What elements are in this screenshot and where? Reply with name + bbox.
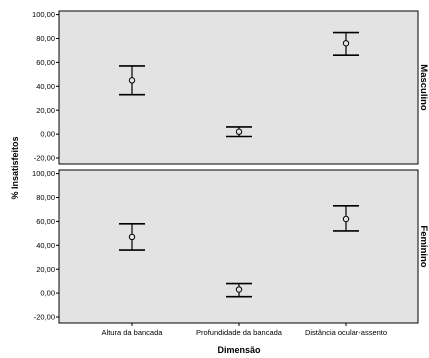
y-tick-label: 100,00 (32, 169, 55, 178)
y-tick-label: -20,00 (34, 154, 55, 163)
y-tick-label: 100,00 (32, 10, 55, 19)
error-bar-0 (119, 222, 145, 251)
y-tick-label: 60,00 (36, 58, 55, 67)
panel-0: Masculino -20,00 0,00 20,00 40,00 60,00 80,00 1… (32, 10, 429, 165)
y-tick-label: 40,00 (36, 82, 55, 91)
x-category-label: Distância ocular-assento (305, 328, 387, 337)
y-tick-label: 0,00 (40, 289, 55, 298)
y-tick-label: 0,00 (40, 130, 55, 139)
mean-point (128, 77, 136, 84)
panel-background (58, 169, 419, 324)
chart-panels: Masculino -20,00 0,00 20,00 40,00 60,00 80,00 1… (32, 10, 429, 324)
y-axis-title: % Insatisfeitos (10, 136, 20, 199)
y-tick-label: 80,00 (36, 34, 55, 43)
mean-point (235, 128, 243, 135)
x-axis-title: Dimensão (217, 345, 261, 355)
x-category-label: Profundidade da bancada (196, 328, 283, 337)
facet-label: Masculino (418, 64, 429, 111)
y-tick-label: 40,00 (36, 241, 55, 250)
y-tick-label: 20,00 (36, 106, 55, 115)
y-tick-label: 60,00 (36, 217, 55, 226)
error-bar-2 (333, 205, 359, 232)
mean-point (235, 286, 243, 293)
mean-point (342, 215, 350, 223)
y-tick-label: 80,00 (36, 193, 55, 202)
y-tick-label: -20,00 (34, 313, 55, 322)
error-bar-1 (226, 126, 252, 138)
panel-1: Feminino -20,00 0,00 20,00 40,00 60,00 80,00 10… (32, 169, 429, 324)
y-tick-label: 20,00 (36, 265, 55, 274)
error-bar-1 (226, 282, 252, 298)
mean-point (128, 233, 136, 241)
facet-label: Feminino (418, 225, 429, 267)
x-category-labels: Altura da bancada Profundidade da bancada… (102, 323, 387, 337)
error-bar-0 (119, 65, 145, 96)
mean-point (342, 40, 350, 47)
error-bar-2 (333, 31, 359, 57)
x-category-label: Altura da bancada (102, 328, 164, 337)
panel-background (58, 10, 419, 165)
